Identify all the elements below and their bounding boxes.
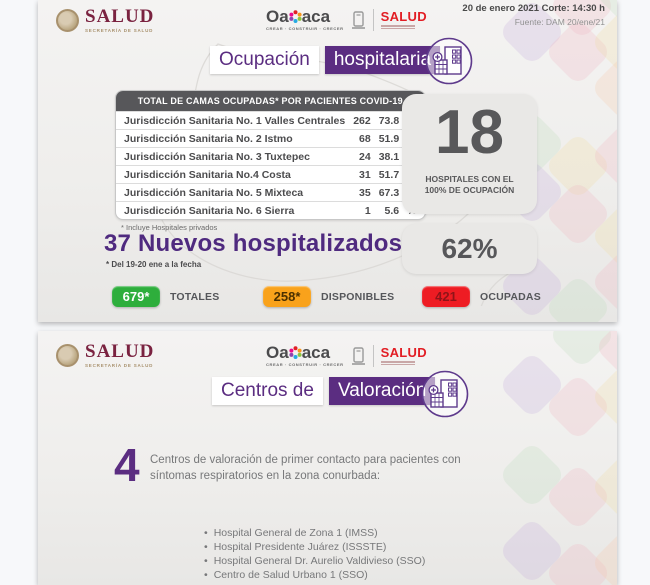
badge-disponibles: 258* DISPONIBLES <box>263 286 394 307</box>
new-hospitalized-footnote: * Del 19-20 ene a la fecha <box>106 260 202 269</box>
occupancy-percent-card: 62% <box>402 224 537 274</box>
beds-occupied: 24 <box>349 147 375 165</box>
salud-federal-logo: SALUD SECRETARÍA DE SALUD <box>56 342 154 368</box>
salud-eagle-emblem-icon <box>56 8 79 32</box>
occupied-beds-label: OCUPADAS <box>480 290 541 303</box>
list-item: Hospital Presidente Juárez (ISSSTE) <box>204 540 425 554</box>
oaxaca-slogan: CREAR · CONSTRUIR · CRECER <box>266 26 344 31</box>
sso-sub-lines <box>380 361 427 365</box>
slide-centros-de-valoracion: SALUD SECRETARÍA DE SALUD Oa aca CREAR ·… <box>38 331 617 585</box>
hospital-list: Hospital General de Zona 1 (IMSS) Hospit… <box>204 526 426 582</box>
sso-salud-wordmark: SALUD <box>380 9 427 24</box>
slide-ocupacion-hospitalaria: SALUD SECRETARÍA DE SALUD Oa aca CREAR ·… <box>38 0 617 322</box>
salud-wordmark: SALUD <box>85 6 155 27</box>
salud-eagle-emblem-icon <box>56 343 79 367</box>
table-row: Jurisdicción Sanitaria No. 1 Valles Cent… <box>116 111 425 129</box>
oaxaca-monument-icon <box>351 10 365 29</box>
jurisdiction-name: Jurisdicción Sanitaria No. 5 Mixteca <box>116 183 350 201</box>
beds-occupied: 68 <box>349 129 375 147</box>
sso-salud-wordmark: SALUD <box>380 345 427 360</box>
table-row: Jurisdicción Sanitaria No.4 Costa 31 51.… <box>116 165 425 183</box>
oaxaca-slogan: CREAR · CONSTRUIR · CRECER <box>266 362 344 367</box>
logo-divider <box>372 344 374 367</box>
title-part-2: hospitalaria <box>324 46 441 74</box>
badge-totales: 679* TOTALES <box>112 286 219 307</box>
beds-occupied: 35 <box>349 183 375 201</box>
jurisdiction-name: Jurisdicción Sanitaria No. 2 Istmo <box>116 129 350 147</box>
title-part-1: Ocupación <box>210 46 319 74</box>
table-row: Jurisdicción Sanitaria No. 6 Sierra 1 5.… <box>116 201 425 219</box>
report-meta: 20 de enero 2021 Corte: 14:30 h Fuente: … <box>462 3 605 27</box>
covid-beds-table: TOTAL DE CAMAS OCUPADAS* POR PACIENTES C… <box>115 90 426 232</box>
hospital-building-icon <box>425 37 473 85</box>
page-title: Centros de Valoración <box>212 377 436 405</box>
list-item: Hospital General Dr. Aurelio Valdivieso … <box>204 554 426 568</box>
occupancy-percent: 5.6 <box>374 201 404 219</box>
full-hospitals-count: 18 <box>435 98 504 167</box>
oaxaca-flower-icon <box>289 10 302 23</box>
oaxaca-logo: Oa aca CREAR · CONSTRUIR · CRECER SALUD <box>266 344 427 367</box>
oaxaca-wordmark: Oa aca <box>266 7 331 26</box>
occupancy-percent: 67.3 <box>374 183 404 201</box>
oaxaca-logo: Oa aca CREAR · CONSTRUIR · CRECER SALUD <box>266 8 427 31</box>
jurisdiction-name: Jurisdicción Sanitaria No.4 Costa <box>116 165 350 183</box>
table-header: TOTAL DE CAMAS OCUPADAS* POR PACIENTES C… <box>116 91 425 111</box>
page-title: Ocupación hospitalaria <box>210 46 441 74</box>
oaxaca-monument-icon <box>351 346 365 365</box>
occupancy-percent: 51.7 <box>374 165 404 183</box>
occupancy-percent: 38.1 <box>374 147 404 165</box>
new-hospitalized: 37 Nuevos hospitalizados * Del 19-20 ene… <box>104 230 402 269</box>
jurisdiction-name: Jurisdicción Sanitaria No. 6 Sierra <box>116 201 350 219</box>
valuation-centers-count: 4 <box>114 439 140 491</box>
title-part-1: Centros de <box>212 377 323 405</box>
beds-occupied: 31 <box>349 165 375 183</box>
list-item: Hospital General de Zona 1 (IMSS) <box>204 526 425 540</box>
available-beds-label: DISPONIBLES <box>321 290 395 303</box>
jurisdiction-name: Jurisdicción Sanitaria No. 3 Tuxtepec <box>116 147 350 165</box>
list-item: Centro de Salud Urbano 1 (SSO) <box>204 568 425 582</box>
oaxaca-wordmark: Oa aca <box>266 343 331 362</box>
new-hospitalized-text: 37 Nuevos hospitalizados <box>104 230 403 257</box>
salud-sub-text: SECRETARÍA DE SALUD <box>85 28 154 33</box>
table-row: Jurisdicción Sanitaria No. 2 Istmo 68 51… <box>116 129 425 147</box>
occupancy-percent-value: 62% <box>441 233 498 264</box>
badge-ocupadas: 421 OCUPADAS <box>422 286 541 307</box>
beds-occupied: 262 <box>349 111 375 129</box>
report-date: 20 de enero 2021 Corte: 14:30 h <box>462 3 605 14</box>
total-beds-label: TOTALES <box>170 290 220 303</box>
salud-wordmark: SALUD <box>85 341 155 362</box>
salud-sub-text: SECRETARÍA DE SALUD <box>85 363 154 368</box>
table-footnote: * Incluye Hospitales privados <box>121 223 218 232</box>
sso-sub-lines <box>380 25 427 29</box>
occupied-beds-badge: 421 <box>422 286 470 307</box>
oaxaca-flower-icon <box>289 346 302 359</box>
full-hospitals-label: HOSPITALES CON EL 100% DE OCUPACIÓN <box>424 174 515 196</box>
beds-occupied: 1 <box>349 201 375 219</box>
valuation-centers-description: Centros de valoración de primer contacto… <box>150 454 461 483</box>
available-beds-badge: 258* <box>263 286 311 307</box>
title-part-2: Valoración <box>328 377 436 405</box>
jurisdiction-name: Jurisdicción Sanitaria No. 1 Valles Cent… <box>116 111 350 129</box>
total-beds-badge: 679* <box>112 286 160 307</box>
logo-divider <box>372 8 374 31</box>
salud-federal-logo: SALUD SECRETARÍA DE SALUD <box>56 7 154 33</box>
report-source: Fuente: DAM 20/ene/21 <box>514 17 605 27</box>
hospital-building-icon <box>421 370 469 418</box>
occupancy-percent: 51.9 <box>374 129 404 147</box>
table-row: Jurisdicción Sanitaria No. 3 Tuxtepec 24… <box>116 147 425 165</box>
full-hospitals-card: 18 HOSPITALES CON EL 100% DE OCUPACIÓN <box>402 94 537 214</box>
table-row: Jurisdicción Sanitaria No. 5 Mixteca 35 … <box>116 183 425 201</box>
occupancy-percent: 73.8 <box>374 111 404 129</box>
